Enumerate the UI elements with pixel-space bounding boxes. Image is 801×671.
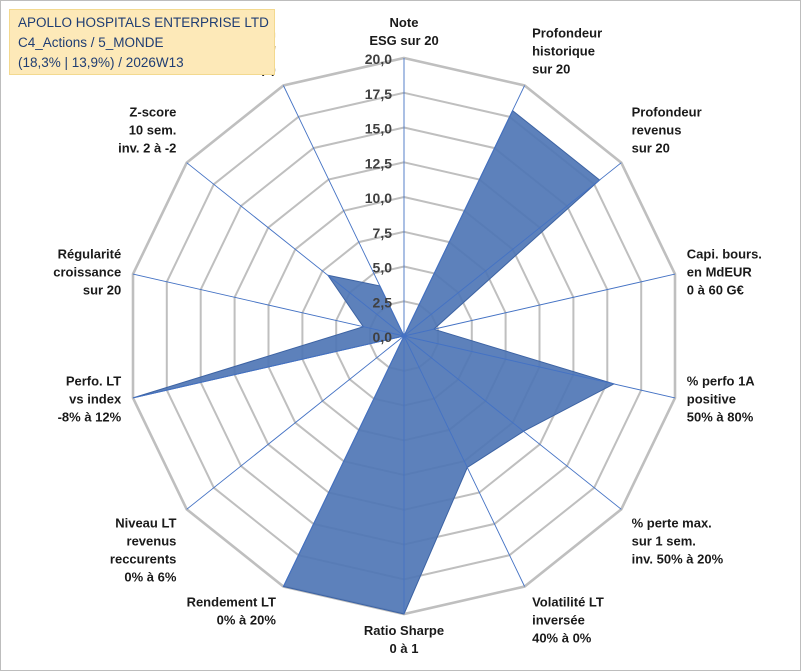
axis-label-4-line-0: % perfo 1A [687, 374, 756, 389]
data-point-5 [522, 430, 525, 433]
axis-label-12-line-1: 10 sem. [129, 123, 177, 138]
axis-label-2-line-1: revenus [632, 123, 682, 138]
data-point-13 [378, 284, 381, 287]
tick-label-2: 5,0 [373, 260, 393, 276]
tick-label-1: 2,5 [373, 294, 393, 310]
axis-label-11: Régularité croissance sur 20 [53, 246, 121, 297]
spoke-8 [282, 335, 405, 587]
axis-label-10-line-0: Perfo. LT [66, 374, 121, 389]
data-point-11 [362, 325, 365, 328]
axis-label-10-line-2: -8% à 12% [58, 410, 122, 425]
axis-label-12: Z-score 10 sem. inv. 2 à -2 [118, 105, 176, 156]
title-category: C4_Actions / 5_MONDE [18, 35, 164, 50]
axis-label-3-line-1: en MdEUR [687, 264, 753, 279]
axis-label-9-line-0: Niveau LT [115, 515, 176, 530]
data-point-2 [598, 179, 601, 182]
axis-label-1-line-2: sur 20 [532, 61, 570, 76]
axis-label-7-line-0: Ratio Sharpe [364, 623, 444, 638]
axis-label-10-line-1: vs index [69, 392, 122, 407]
axis-label-1: Profondeur historique sur 20 [532, 25, 602, 76]
axis-label-0-line-0: Note [390, 15, 419, 30]
spoke-13 [282, 85, 405, 337]
tick-label-6: 15,0 [365, 121, 392, 137]
spoke-3 [403, 273, 676, 337]
axis-label-5-line-0: % perte max. [632, 515, 712, 530]
series-area [132, 109, 616, 615]
axis-label-3-line-0: Capi. bours. [687, 246, 762, 261]
spoke-1 [403, 85, 526, 337]
data-point-3 [432, 328, 435, 331]
axis-label-4-line-2: 50% à 80% [687, 410, 754, 425]
axis-label-5-line-1: sur 1 sem. [632, 533, 696, 548]
axis-label-8: Rendement LT 0% à 20% [187, 595, 277, 628]
spoke-4 [403, 335, 676, 399]
axis-label-11-line-2: sur 20 [83, 282, 121, 297]
axis-label-2-line-0: Profondeur [632, 105, 702, 120]
data-point-9 [403, 335, 406, 338]
axis-label-11-line-0: Régularité [58, 246, 122, 261]
axis-label-12-line-0: Z-score [129, 105, 176, 120]
tick-label-4: 10,0 [365, 190, 392, 206]
axis-label-7: Ratio Sharpe 0 à 1 [364, 623, 444, 656]
axis-label-9-line-1: revenus [127, 533, 177, 548]
axis-label-7-line-1: 0 à 1 [390, 641, 419, 656]
data-point-12 [326, 274, 329, 277]
tick-label-7: 17,5 [365, 86, 392, 102]
axis-label-5-line-2: inv. 50% à 20% [632, 551, 724, 566]
axis-label-9: Niveau LT revenus reccurents 0% à 6% [110, 515, 177, 584]
axis-label-3: Capi. bours. en MdEUR 0 à 60 G€ [687, 246, 762, 297]
spoke-11 [132, 273, 405, 337]
axis-label-6: Volatilité LT inversée 40% à 0% [532, 595, 604, 646]
axis-label-0-line-1: ESG sur 20 [369, 33, 438, 48]
axis-label-12-line-2: inv. 2 à -2 [118, 141, 176, 156]
axis-label-11-line-1: croissance [53, 264, 121, 279]
axis-label-5: % perte max. sur 1 sem. inv. 50% à 20% [632, 515, 724, 566]
spoke-12 [186, 162, 405, 337]
title-company: APOLLO HOSPITALS ENTERPRISE LTD [18, 15, 269, 30]
tick-label-0: 0,0 [373, 329, 393, 345]
data-point-8 [282, 585, 285, 588]
axis-label-4: % perfo 1A positive 50% à 80% [687, 374, 756, 425]
axis-label-8-line-0: Rendement LT [187, 595, 276, 610]
axis-label-1-line-1: historique [532, 43, 595, 58]
spoke-5 [403, 335, 622, 510]
data-point-1 [511, 109, 514, 112]
axis-label-10: Perfo. LT vs index -8% à 12% [58, 374, 122, 425]
spoke-9 [186, 335, 405, 510]
data-point-6 [466, 466, 469, 469]
axis-label-2-line-2: sur 20 [632, 141, 670, 156]
axis-label-0: Note ESG sur 20 [369, 15, 438, 48]
tick-label-3: 7,5 [373, 225, 393, 241]
data-point-4 [613, 382, 616, 385]
axis-label-6-line-0: Volatilité LT [532, 595, 604, 610]
spoke-2 [403, 162, 622, 337]
axis-label-3-line-2: 0 à 60 G€ [687, 282, 744, 297]
axis-label-6-line-1: inversée [532, 613, 585, 628]
data-point-10 [132, 396, 135, 399]
axis-label-1-line-0: Profondeur [532, 25, 602, 40]
axis-label-9-line-2: reccurents [110, 551, 176, 566]
axis-label-9-line-3: 0% à 6% [124, 569, 176, 584]
spoke-6 [403, 335, 526, 587]
spoke-10 [132, 335, 405, 399]
data-point-7 [403, 613, 406, 616]
title-performance: (18,3% | 13,9%) / 2026W13 [18, 55, 184, 70]
tick-label-5: 12,5 [365, 155, 392, 171]
axis-label-2: Profondeur revenus sur 20 [632, 105, 702, 156]
title-box: APOLLO HOSPITALS ENTERPRISE LTD C4_Actio… [9, 9, 275, 75]
tick-label-8: 20,0 [365, 51, 392, 67]
axis-label-8-line-1: 0% à 20% [217, 613, 277, 628]
axis-label-6-line-2: 40% à 0% [532, 631, 592, 646]
axis-label-4-line-1: positive [687, 392, 736, 407]
